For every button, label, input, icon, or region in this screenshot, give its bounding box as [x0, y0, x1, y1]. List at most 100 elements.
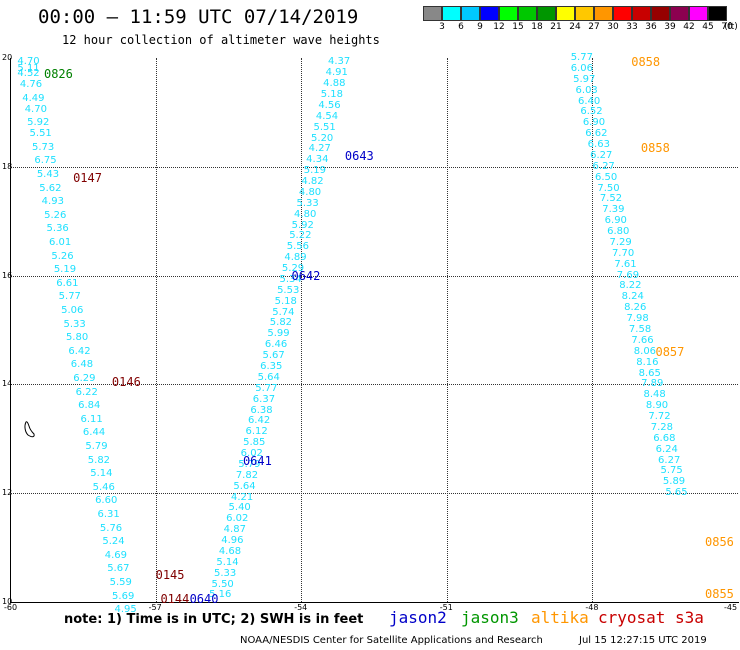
legend-label: 12	[493, 22, 505, 32]
swh-value: 5.99	[267, 328, 290, 340]
swh-value: 4.88	[323, 78, 346, 90]
pass-time-label: 0146	[111, 374, 141, 389]
legend-label: 42	[683, 22, 695, 32]
swh-value: 8.26	[624, 302, 647, 314]
swh-value: 6.48	[70, 359, 94, 371]
legend-label: 9	[477, 22, 483, 32]
grid-line-horizontal	[10, 493, 738, 495]
swh-value: 6.42	[247, 415, 271, 427]
swh-value: 5.36	[46, 223, 69, 235]
swh-value: 5.14	[216, 556, 239, 568]
legend-swatch	[423, 6, 442, 21]
swh-value: 6.37	[252, 393, 276, 405]
swh-value: 6.84	[78, 400, 101, 412]
y-tick-label: 16	[2, 270, 13, 280]
legend-swatch	[480, 6, 499, 21]
swh-value: 6.62	[585, 128, 608, 140]
swh-value: 7.66	[631, 334, 654, 346]
swh-value: 6.06	[570, 62, 593, 74]
pass-time-label: 0858	[640, 140, 670, 155]
swh-value: 6.60	[95, 495, 118, 507]
swh-value: 4.27	[308, 143, 331, 155]
swh-value: 6.27	[592, 160, 615, 172]
grid-line-vertical	[592, 58, 594, 602]
swh-value: 4.91	[325, 67, 348, 79]
satellite-legend-item: jason2	[389, 608, 447, 627]
swh-value: 5.56	[286, 241, 310, 253]
swh-value: 6.31	[97, 508, 120, 520]
grid-line-vertical	[446, 58, 448, 602]
swh-value: 4.70	[17, 56, 40, 68]
swh-value: 5.33	[296, 197, 319, 209]
swh-value: 6.11	[80, 413, 103, 425]
y-tick-label: 20	[2, 53, 13, 62]
legend-label: 6	[458, 22, 464, 32]
swh-value: 5.50	[211, 578, 234, 590]
swh-value: 6.22	[75, 386, 98, 398]
swh-value: 5.59	[109, 576, 132, 588]
swh-value: 4.34	[306, 154, 329, 166]
legend-label: 30	[607, 22, 619, 32]
legend-swatch	[461, 6, 480, 21]
swh-value: 5.77	[58, 291, 81, 303]
plot-area	[10, 58, 739, 603]
swh-value: 6.27	[658, 454, 681, 466]
x-tick-label: -60	[4, 603, 18, 612]
page-title: 00:00 – 11:59 UTC 07/14/2019	[38, 6, 359, 28]
swh-value: 6.90	[604, 215, 627, 227]
swh-value: 6.44	[82, 427, 106, 439]
swh-value: 7.61	[614, 258, 637, 270]
legend-swatch	[518, 6, 537, 21]
swh-value: 6.12	[245, 426, 268, 438]
legend-swatch	[670, 6, 689, 21]
y-tick-label: 14	[2, 379, 13, 389]
swh-value: 5.74	[272, 306, 295, 318]
swh-value: 4.52	[17, 68, 40, 80]
swh-value: 6.02	[226, 513, 249, 525]
swh-value: 5.92	[291, 219, 314, 231]
swh-value: 5.73	[31, 141, 55, 153]
x-tick-label: -54	[294, 603, 308, 612]
swh-value: 5.82	[87, 454, 111, 466]
swh-value: 4.96	[221, 535, 244, 547]
swh-value: 7.29	[609, 236, 632, 248]
swh-value: 4.89	[284, 252, 307, 264]
credit-text: NOAA/NESDIS Center for Satellite Applica…	[240, 635, 543, 646]
legend-label: 27	[588, 22, 600, 32]
swh-value: 5.97	[573, 73, 596, 85]
swh-value: 5.06	[61, 304, 84, 316]
swh-value: 5.69	[112, 590, 135, 602]
swh-value: 5.67	[107, 563, 130, 575]
swh-value: 6.68	[653, 432, 676, 444]
swh-value: 6.80	[607, 226, 630, 238]
swh-value: 5.64	[257, 371, 280, 383]
swh-value: 4.69	[104, 549, 128, 561]
x-tick-label: -45	[724, 603, 738, 612]
swh-value: 8.06	[633, 345, 657, 357]
swh-value: 4.80	[298, 186, 322, 198]
pass-time-label: 0855	[705, 586, 734, 601]
swh-value: 8.65	[638, 367, 661, 379]
swh-value: 6.40	[577, 95, 601, 107]
swh-value: 5.64	[233, 480, 256, 492]
swh-value: 4.49	[22, 92, 45, 104]
legend-label: 33	[626, 22, 638, 32]
legend-label: 70	[721, 22, 733, 32]
pass-time-label: 0145	[155, 567, 185, 582]
swh-value: 7.50	[597, 182, 620, 194]
swh-value: 7.28	[650, 421, 674, 433]
swh-value: 6.90	[582, 117, 606, 129]
legend-swatch	[613, 6, 632, 21]
y-tick-label: 10	[2, 597, 13, 606]
swh-value: 5.34	[279, 273, 302, 285]
satellite-legend-item: altika	[531, 608, 589, 627]
swh-value: 5.29	[281, 263, 305, 275]
swh-value: 4.70	[24, 103, 47, 115]
swh-value: 5.79	[85, 440, 108, 452]
swh-value: 5.22	[289, 230, 312, 242]
satellite-legend-item: s3a	[675, 608, 704, 627]
pass-time-label: 0640	[189, 592, 219, 607]
swh-value: 8.24	[621, 291, 644, 303]
pass-time-label: 0826	[43, 67, 73, 82]
